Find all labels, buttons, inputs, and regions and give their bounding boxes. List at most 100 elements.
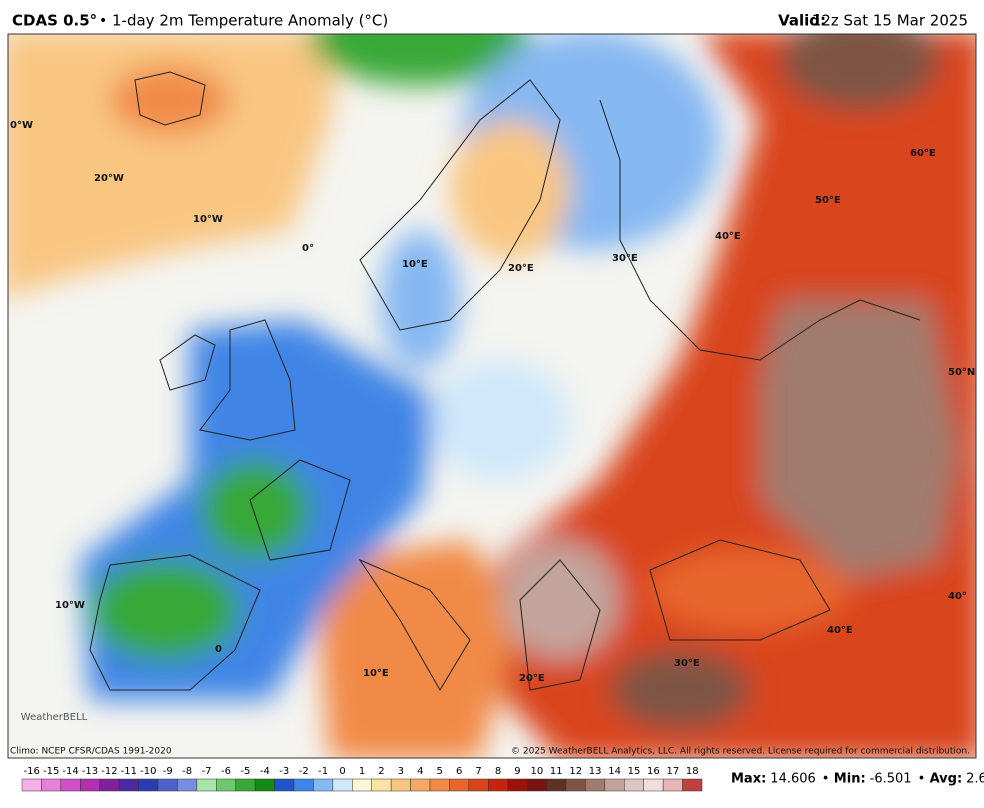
colorbar-label: 1 [359,766,365,777]
grid-label: 20°E [508,263,534,274]
stat-label: Avg: [930,772,963,787]
climo-note: Climo: NCEP CFSR/CDAS 1991-2020 [10,747,172,757]
colorbar-label: -9 [163,766,173,777]
colorbar-swatch [138,778,159,792]
colorbar-label: 2 [378,766,384,777]
colorbar-swatch [313,778,334,792]
colorbar-swatch [21,778,42,792]
colorbar-label: 14 [608,766,621,777]
grid-label: 10°E [402,259,428,270]
colorbar-swatch [332,778,353,792]
colorbar: -16 -15 -14 -13 -12 -11 -10 -9 -8 -7 -6 -5 -4 -3 -2 -1 0… [21,766,703,792]
colorbar-label: -15 [43,766,59,777]
colorbar-label: -2 [299,766,309,777]
colorbar-swatch [216,778,236,792]
colorbar-label: 13 [589,766,602,777]
anomaly-field [8,34,976,758]
colorbar-swatch [624,778,644,792]
colorbar-swatch [157,778,178,792]
colorbar-swatch [254,778,275,792]
logo: WeatherBELL [21,712,88,723]
colorbar-label: -10 [140,766,156,777]
colorbar-swatch [118,778,139,792]
colorbar-swatch [274,778,295,792]
grid-label: 20°E [519,673,545,684]
grid-label: 50°N [948,367,975,378]
colorbar-label: -8 [182,766,192,777]
grid-label: 40° [948,591,967,602]
grid-label: 10°W [55,600,85,611]
colorbar-label: 12 [569,766,582,777]
grid-label: 0° [302,243,314,254]
colorbar-swatch [449,778,470,792]
colorbar-swatch [352,778,372,792]
colorbar-label: 11 [550,766,563,777]
colorbar-swatch [682,778,703,792]
grid-label: 0 [215,644,222,655]
colorbar-label: 8 [495,766,501,777]
colorbar-swatch [546,778,567,792]
colorbar-swatch [604,778,625,792]
colorbar-swatch [565,778,586,792]
colorbar-swatch [60,778,81,792]
colorbar-swatch [585,778,606,792]
valid-label: Valid: [778,12,826,30]
colorbar-swatch [507,778,528,792]
grid-label: 40°E [715,231,741,242]
colorbar-swatch [196,778,217,792]
colorbar-swatch [526,778,547,792]
separator: • [918,772,926,787]
colorbar-label: 10 [530,766,543,777]
colorbar-label: 0 [339,766,345,777]
colorbar-label: -4 [260,766,270,777]
colorbar-label: 17 [666,766,679,777]
colorbar-swatch [177,778,198,792]
grid-label: 10°W [193,214,223,225]
colorbar-label: 6 [456,766,462,777]
colorbar-label: 9 [514,766,520,777]
colorbar-label: 18 [686,766,699,777]
colorbar-swatch [293,778,314,792]
colorbar-swatch [643,778,664,792]
colorbar-label: -5 [240,766,250,777]
grid-label: 40°E [827,625,853,636]
colorbar-label: -1 [318,766,328,777]
colorbar-swatch [80,778,100,792]
colorbar-label: 15 [628,766,641,777]
colorbar-swatch [410,778,431,792]
colorbar-label: 16 [647,766,660,777]
colorbar-label: -6 [221,766,231,777]
colorbar-label: 7 [475,766,481,777]
colorbar-swatch [390,778,411,792]
stat-value: -6.501 [870,772,912,787]
grid-label: 0°W [10,120,33,131]
model-name: CDAS 0.5° [12,12,97,30]
separator: • [99,13,107,29]
colorbar-label: 4 [417,766,423,777]
grid-label: 30°E [674,658,700,669]
colorbar-swatch [371,778,392,792]
colorbar-label: -3 [279,766,289,777]
colorbar-label: -16 [24,766,40,777]
colorbar-swatch [429,778,450,792]
separator: • [822,772,830,787]
colorbar-label: -14 [62,766,78,777]
grid-label: 60°E [910,148,936,159]
colorbar-swatch [99,778,120,792]
stat-label: Min: [834,772,866,787]
map-area: 0°W 20°W 10°W 0° 10°E 20°E 30°E 40°E 50°E 60°E 50°… [8,34,976,758]
colorbar-label: -7 [202,766,212,777]
stat-value: 14.606 [770,772,816,787]
grid-label: 50°E [815,195,841,206]
map-frame [7,33,977,759]
colorbar-label: -12 [101,766,117,777]
colorbar-label: 3 [398,766,404,777]
valid-time: 12z Sat 15 Mar 2025 [812,12,968,30]
colorbar-swatch [468,778,489,792]
coastlines [89,71,921,691]
colorbar-swatch [662,778,683,792]
grid-label: 20°W [94,173,124,184]
map-title: 1-day 2m Temperature Anomaly (°C) [112,12,388,30]
